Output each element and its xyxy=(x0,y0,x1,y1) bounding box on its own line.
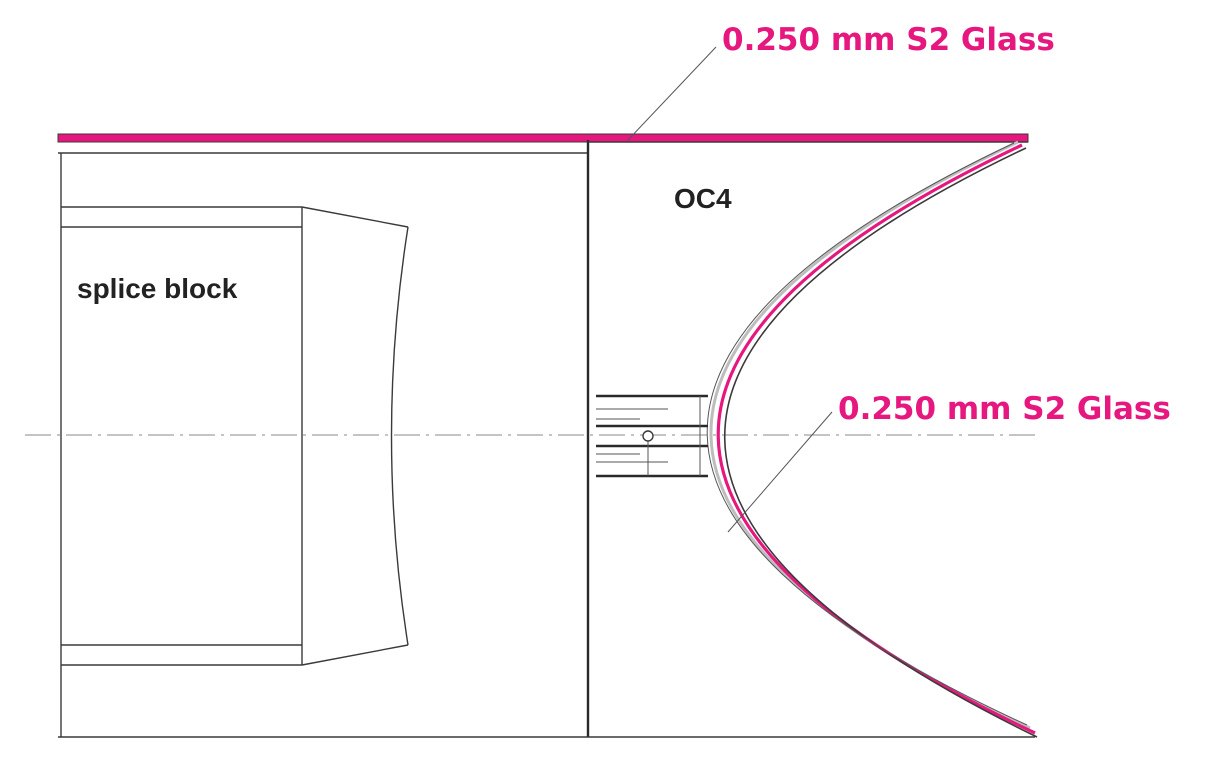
oc4-curved-shell xyxy=(706,140,1038,738)
top-glass-leader xyxy=(627,46,717,141)
oc4-label: OC4 xyxy=(674,183,732,214)
curve-glass-leader xyxy=(727,411,833,533)
splice-block-label: splice block xyxy=(77,273,238,304)
top-glass-label: 0.250 mm S2 Glass xyxy=(722,22,1055,58)
bolt-hole xyxy=(642,430,654,442)
insert-assembly xyxy=(596,394,708,478)
curve-glass-label: 0.250 mm S2 Glass xyxy=(838,391,1171,427)
top-glass-strip xyxy=(57,133,1029,143)
splice-block-region xyxy=(58,152,588,738)
